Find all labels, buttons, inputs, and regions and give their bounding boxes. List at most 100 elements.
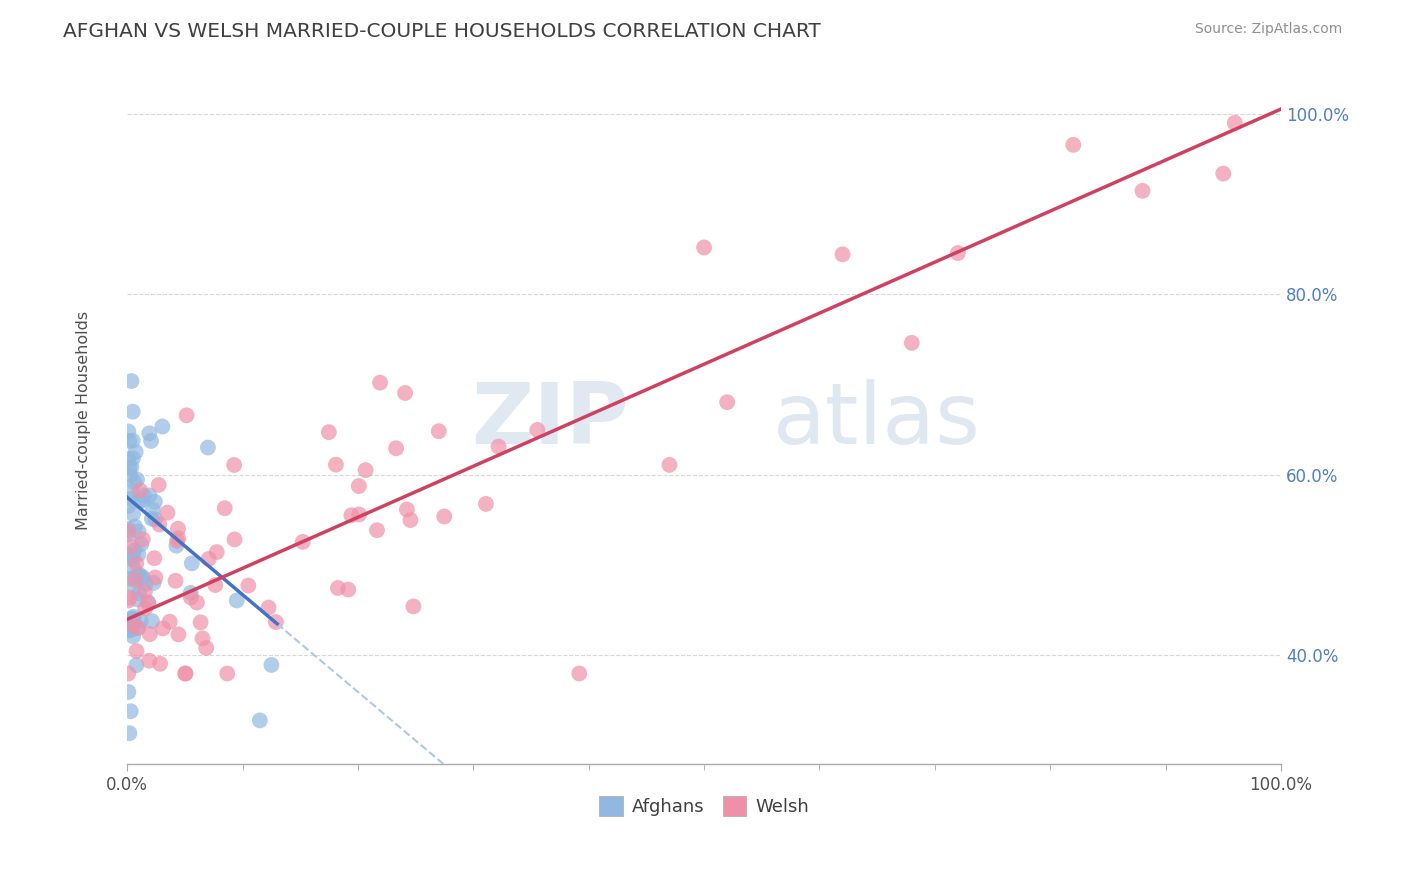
Point xyxy=(1132,184,1154,198)
Point xyxy=(205,545,228,559)
Point xyxy=(260,657,283,672)
Point xyxy=(139,434,162,448)
Point xyxy=(1223,116,1246,130)
Point xyxy=(138,426,160,441)
Point xyxy=(125,644,148,658)
Point xyxy=(128,586,150,600)
Point xyxy=(129,493,152,508)
Point xyxy=(249,714,271,728)
Point xyxy=(347,508,370,522)
Point xyxy=(167,627,190,641)
Point xyxy=(122,609,145,624)
Point xyxy=(129,483,152,498)
Point xyxy=(174,666,197,681)
Point xyxy=(131,570,153,584)
Point xyxy=(180,591,202,605)
Point xyxy=(176,409,198,423)
Point xyxy=(217,666,239,681)
Point xyxy=(399,513,422,527)
Point xyxy=(1062,137,1084,152)
Point xyxy=(117,522,139,536)
Point xyxy=(946,246,969,260)
Point xyxy=(167,531,190,545)
Point xyxy=(129,614,152,628)
Point xyxy=(118,549,141,563)
Point xyxy=(139,627,162,641)
Point xyxy=(186,595,208,609)
Point xyxy=(526,423,548,437)
Point xyxy=(318,425,340,439)
Point xyxy=(224,533,246,547)
Point xyxy=(143,551,166,566)
Text: Married-couple Households: Married-couple Households xyxy=(76,311,91,530)
Point xyxy=(337,582,360,597)
Point xyxy=(131,572,153,586)
Point xyxy=(142,502,165,516)
Point xyxy=(117,624,139,638)
Point xyxy=(122,617,145,632)
Point xyxy=(224,458,246,472)
Point xyxy=(427,424,450,438)
Point xyxy=(190,615,212,630)
Point xyxy=(120,468,142,483)
Legend: Afghans, Welsh: Afghans, Welsh xyxy=(592,789,815,823)
Point xyxy=(118,461,141,475)
Point xyxy=(120,540,142,554)
Point xyxy=(568,666,591,681)
Point xyxy=(135,577,157,591)
Point xyxy=(118,726,141,740)
Point xyxy=(143,570,166,584)
Point xyxy=(325,458,347,472)
Point xyxy=(433,509,456,524)
Point xyxy=(354,463,377,477)
Point xyxy=(225,593,247,607)
Point xyxy=(197,552,219,566)
Point xyxy=(257,600,280,615)
Point xyxy=(141,511,163,525)
Point xyxy=(125,473,148,487)
Point xyxy=(134,601,156,615)
Point xyxy=(131,493,153,508)
Point xyxy=(120,572,142,586)
Point xyxy=(291,535,314,549)
Point xyxy=(138,596,160,610)
Point xyxy=(117,524,139,539)
Point xyxy=(117,666,139,681)
Point xyxy=(693,240,716,254)
Point xyxy=(142,575,165,590)
Point xyxy=(326,581,349,595)
Point xyxy=(120,460,142,475)
Point xyxy=(122,507,145,521)
Point xyxy=(120,491,142,506)
Point xyxy=(127,621,149,635)
Point xyxy=(117,685,139,699)
Point xyxy=(128,567,150,582)
Point xyxy=(120,484,142,499)
Point xyxy=(122,629,145,643)
Point xyxy=(134,584,156,599)
Point xyxy=(174,666,197,681)
Point xyxy=(152,621,174,635)
Point xyxy=(121,623,143,637)
Point xyxy=(132,489,155,503)
Point xyxy=(238,578,260,592)
Point xyxy=(138,488,160,502)
Point xyxy=(340,508,363,523)
Point xyxy=(475,497,498,511)
Point xyxy=(121,374,143,388)
Point xyxy=(143,495,166,509)
Point xyxy=(658,458,681,472)
Point xyxy=(124,475,146,490)
Point xyxy=(118,434,141,448)
Point xyxy=(117,425,139,439)
Point xyxy=(204,578,226,592)
Point xyxy=(394,386,416,401)
Text: AFGHAN VS WELSH MARRIED-COUPLE HOUSEHOLDS CORRELATION CHART: AFGHAN VS WELSH MARRIED-COUPLE HOUSEHOLD… xyxy=(63,22,821,41)
Point xyxy=(165,539,187,553)
Point xyxy=(900,335,922,350)
Point xyxy=(148,517,170,532)
Point xyxy=(180,586,202,600)
Point xyxy=(191,632,214,646)
Point xyxy=(214,501,236,516)
Point xyxy=(129,537,152,551)
